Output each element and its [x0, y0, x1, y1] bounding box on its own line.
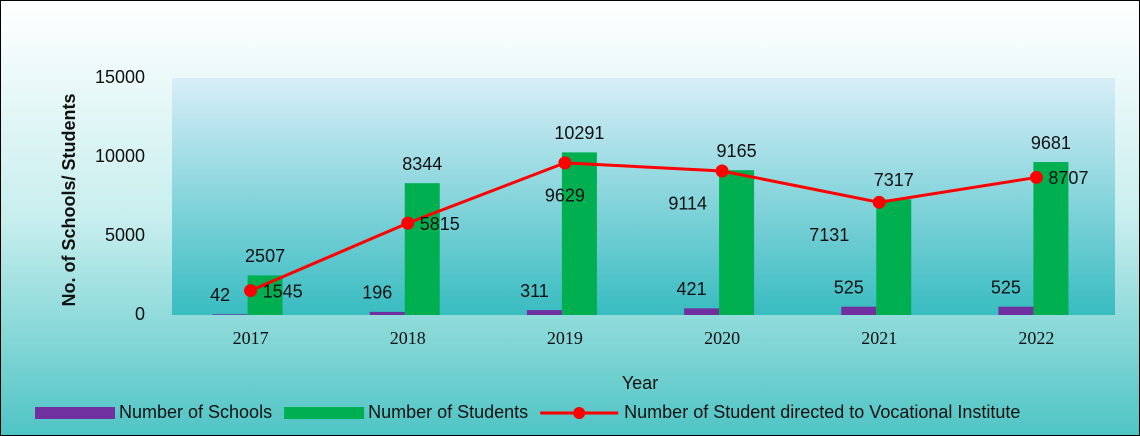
legend-swatch [573, 407, 586, 419]
marker [401, 216, 415, 230]
x-tick-label: 2018 [390, 328, 426, 348]
data-label: 421 [677, 279, 707, 299]
data-label: 9114 [668, 194, 707, 214]
bar [561, 152, 597, 315]
bar [369, 311, 405, 315]
bar [684, 308, 720, 315]
y-axis-title: No. of Schools/ Students [59, 93, 79, 306]
data-label: 1545 [263, 281, 303, 301]
marker [1029, 170, 1043, 184]
line [249, 161, 1037, 292]
bar [526, 310, 562, 315]
x-tick-label: 2021 [861, 328, 897, 348]
data-label: 9681 [1031, 133, 1071, 153]
legend-swatch [284, 407, 365, 419]
data-label: 8344 [402, 154, 442, 174]
marker [244, 284, 258, 298]
bar [719, 170, 755, 315]
x-tick-label: 2020 [704, 328, 740, 348]
data-label: 311 [520, 281, 549, 301]
data-label: 7131 [809, 225, 849, 245]
data-label: 525 [834, 277, 864, 297]
data-label: 196 [362, 283, 392, 303]
marker [558, 156, 572, 170]
y-tick-label: 10000 [95, 146, 145, 166]
bar [1033, 162, 1069, 315]
data-label: 7317 [874, 170, 914, 190]
plot-area [172, 78, 1115, 315]
data-label: 5815 [420, 214, 460, 234]
y-tick-label: 15000 [95, 67, 145, 87]
data-label: 525 [991, 277, 1021, 297]
y-tick-label: 0 [135, 304, 145, 324]
bar [841, 306, 877, 315]
data-label: 2507 [245, 246, 285, 266]
data-label: 10291 [554, 123, 604, 143]
data-label: 8707 [1048, 168, 1088, 188]
bar [404, 183, 440, 315]
bar [876, 199, 912, 315]
marker [715, 164, 729, 178]
marker [872, 195, 886, 209]
y-tick-label: 5000 [105, 225, 145, 245]
x-axis-title: Year [622, 373, 658, 393]
bar [212, 314, 248, 315]
data-label: 9629 [545, 186, 585, 206]
bar [998, 306, 1034, 315]
x-tick-label: 2022 [1018, 328, 1054, 348]
data-label: 42 [210, 285, 230, 305]
legend-label: Number of Students [368, 402, 528, 422]
legend-swatch [35, 407, 115, 419]
x-tick-label: 2019 [547, 328, 583, 348]
data-label: 9165 [717, 141, 757, 161]
legend-label: Number of Schools [119, 402, 272, 422]
legend-label: Number of Student directed to Vocational… [624, 402, 1020, 422]
x-tick-label: 2017 [233, 328, 269, 348]
